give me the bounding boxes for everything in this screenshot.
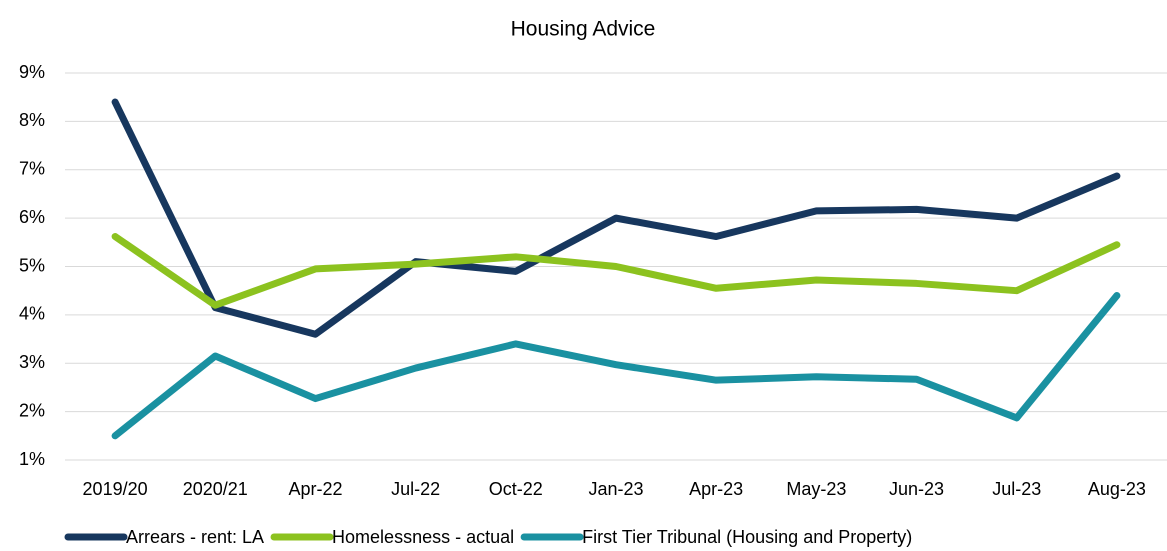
x-tick-label: 2019/20: [83, 479, 148, 499]
series-line: [111, 98, 1121, 338]
x-tick-label: May-23: [786, 479, 846, 499]
legend-label: First Tier Tribunal (Housing and Propert…: [582, 527, 912, 547]
x-tick-label: 2020/21: [183, 479, 248, 499]
legend-label: Homelessness - actual: [332, 527, 514, 547]
x-tick-label: Apr-22: [288, 479, 342, 499]
x-tick-label: Jul-22: [391, 479, 440, 499]
y-tick-label: 4%: [19, 304, 45, 324]
y-tick-label: 5%: [19, 255, 45, 275]
x-tick-label: Jun-23: [889, 479, 944, 499]
series-line: [111, 233, 1121, 309]
y-tick-label: 2%: [19, 400, 45, 420]
x-tick-label: Jul-23: [992, 479, 1041, 499]
series-line: [111, 292, 1121, 440]
y-tick-label: 7%: [19, 159, 45, 179]
y-tick-label: 8%: [19, 110, 45, 130]
chart-title: Housing Advice: [511, 18, 656, 41]
y-tick-label: 1%: [19, 449, 45, 469]
y-tick-label: 9%: [19, 62, 45, 82]
x-tick-label: Oct-22: [489, 479, 543, 499]
y-tick-label: 6%: [19, 207, 45, 227]
x-tick-label: Aug-23: [1088, 479, 1146, 499]
x-tick-label: Apr-23: [689, 479, 743, 499]
x-tick-label: Jan-23: [588, 479, 643, 499]
legend-label: Arrears - rent: LA: [126, 527, 264, 547]
y-tick-label: 3%: [19, 352, 45, 372]
